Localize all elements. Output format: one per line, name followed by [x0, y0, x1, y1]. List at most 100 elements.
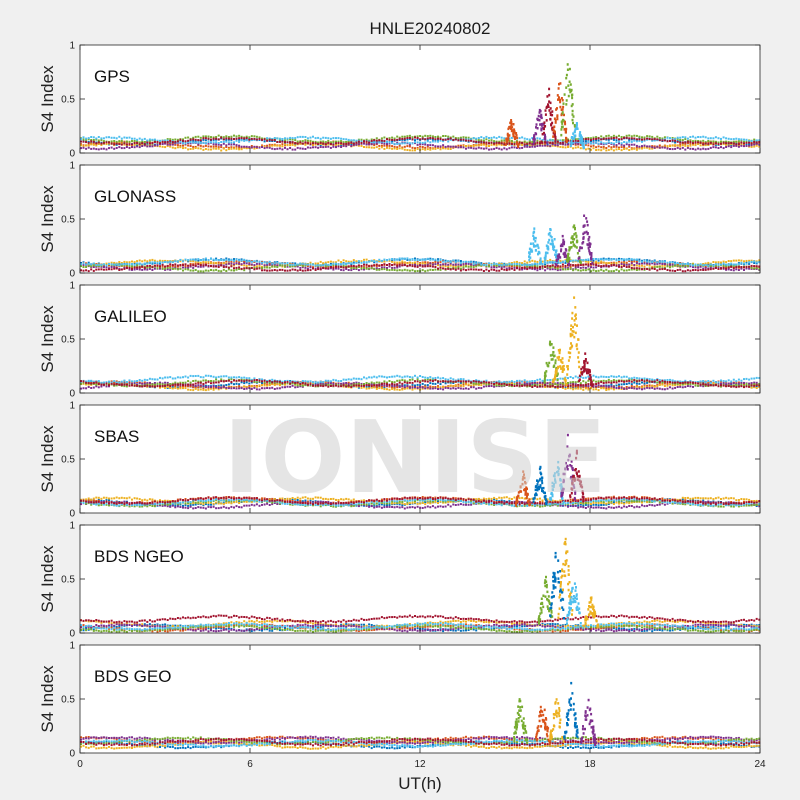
data-point: [401, 147, 404, 150]
data-point: [266, 146, 269, 149]
data-point: [537, 246, 540, 250]
data-point: [615, 141, 618, 144]
data-point: [314, 267, 317, 270]
data-point: [531, 143, 534, 146]
data-point: [373, 264, 376, 267]
data-point: [340, 142, 343, 145]
data-point: [535, 126, 537, 129]
data-point: [383, 386, 386, 389]
data-point: [332, 261, 335, 264]
data-point: [378, 268, 381, 271]
data-point: [495, 141, 498, 144]
data-point: [442, 260, 445, 263]
data-point: [230, 141, 233, 144]
data-point: [102, 266, 105, 268]
data-point: [143, 144, 146, 147]
data-point: [355, 260, 358, 263]
data-point: [194, 259, 197, 262]
data-point: [416, 138, 419, 141]
data-point: [623, 263, 626, 266]
data-point: [628, 149, 631, 151]
data-point: [115, 143, 118, 146]
data-point: [554, 261, 557, 263]
data-point: [641, 262, 643, 265]
data-point: [370, 264, 373, 267]
data-point: [546, 139, 549, 142]
data-point: [128, 146, 131, 149]
data-point: [547, 103, 549, 106]
data-point: [87, 383, 90, 386]
data-point: [403, 257, 406, 260]
data-point: [595, 266, 598, 269]
data-point: [355, 141, 358, 144]
data-point: [128, 268, 131, 271]
data-point: [113, 147, 116, 150]
data-point: [610, 258, 613, 261]
data-point: [350, 267, 353, 270]
data-point: [255, 138, 258, 141]
data-point: [250, 266, 253, 269]
data-point: [276, 269, 279, 272]
data-point: [370, 143, 373, 146]
data-point: [258, 384, 261, 387]
data-point: [623, 383, 626, 386]
data-point: [561, 141, 564, 144]
data-point: [350, 145, 353, 147]
data-point: [615, 262, 618, 265]
data-point: [500, 148, 503, 151]
data-point: [255, 260, 258, 263]
data-point: [166, 265, 169, 267]
data-point: [546, 260, 549, 262]
data-point: [194, 269, 197, 271]
data-point: [294, 263, 297, 266]
data-point: [396, 264, 399, 267]
data-point: [753, 138, 756, 141]
data-point: [210, 145, 212, 148]
data-point: [406, 149, 409, 151]
data-point: [633, 134, 636, 137]
data-point: [720, 380, 722, 383]
data-point: [577, 264, 580, 267]
data-point: [578, 259, 581, 263]
data-point: [570, 89, 573, 93]
data-point: [671, 261, 674, 264]
data-point: [587, 137, 590, 139]
data-point: [123, 267, 126, 270]
data-point: [289, 147, 292, 149]
data-point: [207, 142, 210, 145]
data-point: [605, 135, 608, 138]
data-point: [745, 138, 748, 141]
data-point: [431, 261, 434, 264]
data-point: [564, 266, 567, 269]
data-point: [314, 264, 317, 267]
data-point: [737, 269, 740, 271]
data-point: [635, 134, 638, 137]
data-point: [215, 261, 218, 264]
data-point: [329, 137, 332, 140]
data-point: [612, 138, 615, 141]
data-point: [658, 268, 661, 271]
data-point: [646, 384, 649, 387]
data-point: [222, 140, 225, 143]
data-point: [681, 262, 684, 265]
data-point: [623, 146, 626, 149]
data-point: [566, 63, 569, 66]
data-point: [518, 263, 521, 266]
data-point: [697, 136, 700, 138]
data-point: [602, 137, 605, 140]
data-point: [509, 125, 512, 129]
scatter-points: [80, 296, 761, 392]
data-point: [550, 236, 553, 239]
data-point: [411, 149, 414, 152]
data-point: [238, 146, 241, 149]
data-point: [666, 269, 669, 271]
data-point: [702, 143, 705, 146]
data-point: [319, 141, 322, 144]
data-point: [480, 262, 483, 265]
data-point: [171, 386, 174, 389]
data-point: [156, 261, 159, 264]
data-point: [439, 261, 442, 264]
data-point: [465, 145, 467, 148]
data-point: [240, 259, 243, 262]
data-point: [347, 142, 350, 145]
